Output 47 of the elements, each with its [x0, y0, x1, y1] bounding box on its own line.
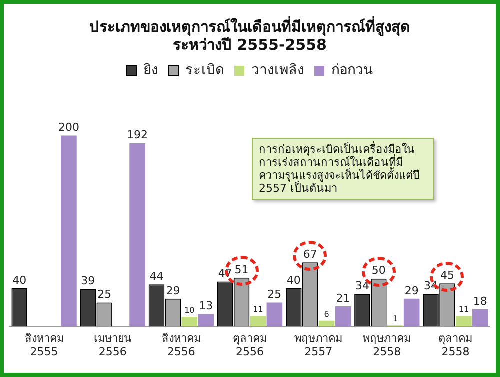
data-label: 192 — [127, 128, 148, 142]
chart-title: ประเภทของเหตุการณ์ในเดือนที่มีเหตุการณ์ที่สูงสุด ระหว่างปี 2555-2558 — [88, 15, 412, 54]
legend-label: ยิง — [144, 62, 158, 79]
bar — [61, 136, 77, 327]
data-label: 29 — [404, 284, 419, 298]
x-tick-label: พฤษภาคม 2558 — [363, 332, 412, 358]
data-label: 13 — [199, 300, 214, 313]
data-label: 51 — [234, 263, 249, 276]
bar — [266, 302, 283, 327]
x-tick-label: เมษายน 2556 — [94, 332, 132, 358]
bar — [198, 314, 214, 327]
data-label: 44 — [150, 270, 164, 283]
data-label: 11 — [458, 305, 470, 314]
data-label: 18 — [473, 294, 488, 308]
annotation: การก่อเหตุระเบิดเป็นเครื่องมือในการเร่งสถานการณ์ในเดือนที่มีความรุนแรงสูงจะเห็นได้ชัดตั้งแต่ปี 2557 เป็นต้นมา — [252, 138, 434, 200]
legend-label: ก่อกวน — [332, 62, 374, 79]
data-label: 67 — [303, 248, 318, 262]
x-tick-label: ตุลาคม 2556 — [233, 332, 267, 358]
legend-label: วางเพลิง — [252, 62, 304, 79]
data-label: 40 — [12, 274, 27, 287]
data-label: 25 — [268, 288, 282, 302]
x-tick-label: สิงหาคม 2555 — [24, 332, 64, 358]
data-label: 6 — [324, 310, 330, 319]
data-label: 200 — [58, 121, 80, 134]
data-label: 39 — [81, 274, 96, 288]
bar — [335, 306, 352, 327]
data-label: 45 — [440, 269, 454, 282]
data-label: 50 — [372, 264, 386, 278]
data-label: 10 — [184, 306, 195, 316]
x-tick-label: สิงหาคม 2556 — [162, 332, 201, 358]
bar — [318, 320, 335, 327]
bar — [472, 309, 488, 327]
data-label: 21 — [336, 292, 350, 305]
bar — [130, 143, 146, 327]
bar — [250, 316, 266, 327]
bar — [182, 317, 198, 327]
x-tick-label: ตุลาคม 2558 — [438, 332, 473, 358]
data-label: 11 — [253, 305, 264, 314]
data-label: 25 — [98, 288, 112, 302]
data-label: 1 — [392, 314, 398, 324]
bar — [456, 316, 472, 327]
x-tick-label: พฤษภาคม 2557 — [294, 332, 343, 358]
data-label: 40 — [286, 274, 301, 287]
data-label: 29 — [166, 284, 180, 298]
data-label: 34 — [355, 280, 370, 293]
legend-label: ระเบิด — [186, 62, 224, 79]
bar — [404, 298, 420, 327]
